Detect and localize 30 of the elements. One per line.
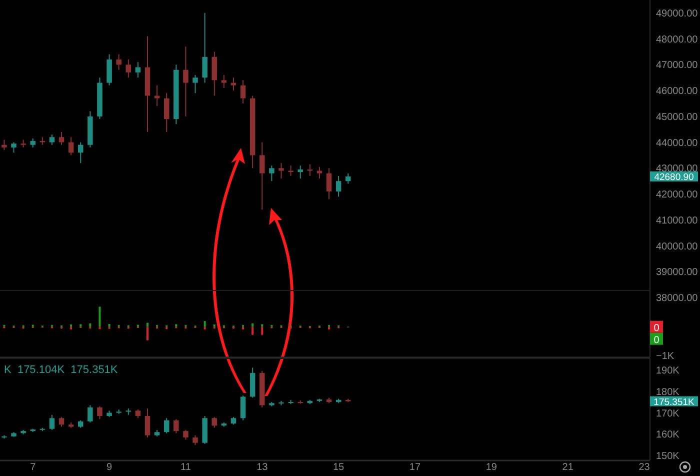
x-tick-label: 15 bbox=[333, 462, 345, 473]
text: 175.351K bbox=[654, 396, 695, 408]
y-tick-label: 47000.00 bbox=[656, 60, 698, 72]
x-tick-label: 21 bbox=[562, 462, 574, 473]
x-tick-label: 13 bbox=[256, 462, 268, 473]
y-tick-label: 45000.00 bbox=[656, 112, 698, 123]
text: 42680.90 bbox=[654, 172, 694, 183]
y-tick-label: 48000.00 bbox=[656, 34, 698, 46]
x-tick-label: 7 bbox=[30, 462, 36, 473]
y-tick-label: 38000.00 bbox=[656, 293, 698, 304]
y-tick-label: 49000.00 bbox=[656, 8, 698, 20]
y-tick-label: 41000.00 bbox=[656, 215, 698, 226]
x-tick-label: 19 bbox=[486, 462, 498, 473]
y-tick-label: 42000.00 bbox=[656, 190, 698, 201]
y-tick-label: 39000.00 bbox=[656, 267, 698, 278]
x-tick-label: 23 bbox=[638, 462, 650, 473]
y-tick-label: 44000.00 bbox=[656, 138, 698, 149]
y-tick-label: 170K bbox=[656, 408, 680, 420]
x-tick-label: 11 bbox=[180, 462, 192, 473]
y-tick-label: 190K bbox=[656, 365, 680, 376]
y-tick-label: 40000.00 bbox=[656, 241, 698, 252]
chart-subtitle: K 175.104K 175.351K bbox=[4, 364, 118, 376]
y-tick-label: 180K bbox=[656, 386, 680, 398]
y-tick-label: 150K bbox=[656, 451, 680, 462]
y-tick-label: 160K bbox=[656, 430, 680, 441]
y-tick-label: 46000.00 bbox=[656, 86, 698, 98]
x-tick-label: 9 bbox=[106, 462, 113, 473]
y-tick-label: −1K bbox=[656, 351, 674, 362]
y-tick-label: 0 bbox=[654, 322, 660, 334]
x-tick-label: 17 bbox=[409, 462, 421, 473]
